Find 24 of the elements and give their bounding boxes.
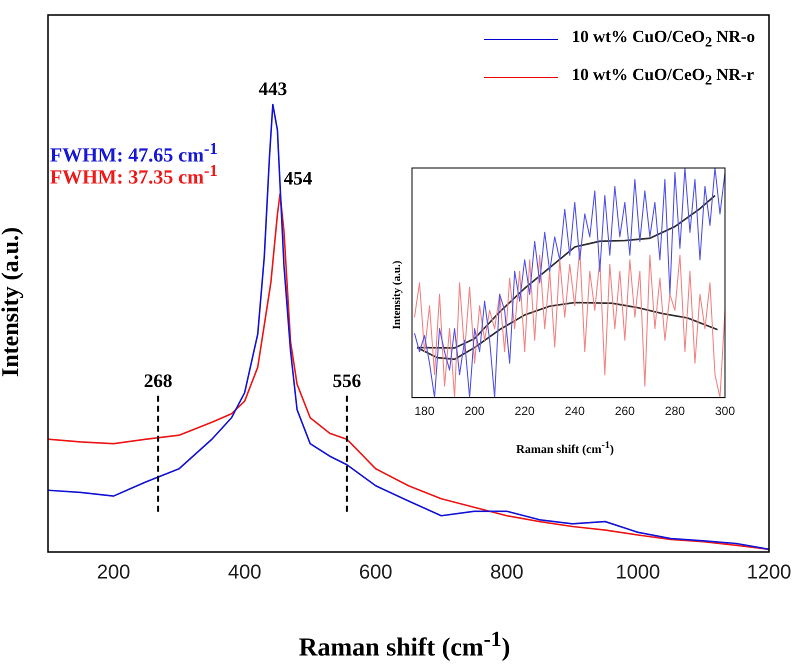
- x-tick-label: 260: [614, 404, 636, 418]
- x-tick-label: 200: [464, 404, 485, 418]
- annotation: 443: [258, 78, 288, 100]
- x-tick-label: 300: [714, 404, 736, 418]
- annotation: FWHM: 37.35 cm$^{-1}$: [50, 161, 218, 189]
- legend-label: 10 wt% CuO/CeO$_{2}$ NR-r: [572, 65, 754, 90]
- x-tick-label: 180: [414, 404, 435, 418]
- legend-label: 10 wt% CuO/CeO$_{2}$ NR-o: [572, 27, 755, 52]
- x-tick-label: 280: [664, 404, 686, 418]
- x-tick-label: 200: [96, 562, 130, 584]
- x-tick-label: 220: [514, 404, 536, 418]
- x-tick-label: 240: [564, 404, 586, 418]
- x-tick-label: 400: [228, 562, 262, 584]
- x-axis-title: Raman shift (cm$^{-1}$): [515, 440, 615, 457]
- ref-line-label: 556: [332, 370, 362, 392]
- x-tick-label: 800: [490, 562, 524, 584]
- ref-line-label: 268: [144, 370, 172, 392]
- y-axis-title: Intensity (a.u.): [0, 226, 25, 377]
- x-tick-label: 600: [359, 562, 392, 584]
- y-axis-title: Intensity (a.u.): [391, 260, 403, 330]
- x-axis-title: Raman shift (cm$^{-1}$): [298, 627, 512, 663]
- annotation: 454: [284, 168, 313, 190]
- x-tick-label: 1000: [616, 562, 660, 584]
- x-tick-label: 1200: [746, 562, 792, 584]
